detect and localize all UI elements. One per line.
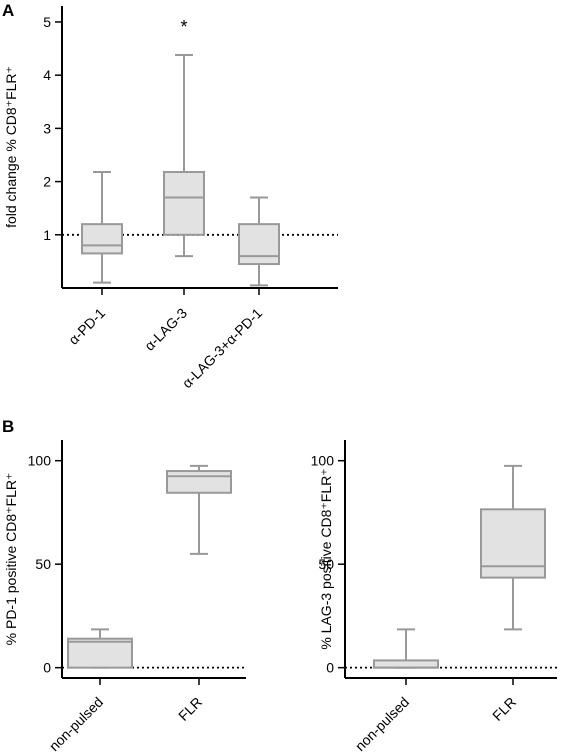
y-tick-label: 50 <box>35 556 51 572</box>
y-tick-label: 2 <box>43 174 51 190</box>
y-axis-title: % LAG-3 positive CD8⁺FLR⁺ <box>318 468 334 649</box>
y-tick-label: 100 <box>28 453 52 469</box>
y-tick-label: 50 <box>318 556 334 572</box>
y-tick-label: 3 <box>43 120 51 136</box>
x-tick-label: FLR <box>489 694 519 724</box>
box-1 <box>373 628 439 669</box>
y-tick-label: 4 <box>43 67 51 83</box>
y-tick-label: 0 <box>43 660 51 676</box>
chart-pd1-positive: 0 50 100 non-pulsed FLR % PD-1 positive CD8⁺F… <box>3 440 246 754</box>
y-axis-title: % PD-1 positive CD8⁺FLR⁺ <box>3 473 19 646</box>
box-1 <box>81 171 123 284</box>
iqr-box <box>67 637 133 669</box>
x-tick-label: non-pulsed <box>46 694 106 754</box>
y-tick-label: 5 <box>43 14 51 30</box>
box-3 <box>238 196 280 287</box>
iqr-box <box>163 171 205 236</box>
panel-b-label: B <box>2 417 14 436</box>
y-tick-label: 1 <box>43 227 51 243</box>
chart-fold-change: 1 2 3 4 5 α-PD-1 α-LAG-3α-LAG-3+α-PD-1 * fold ch… <box>3 6 338 391</box>
significance-marker: * <box>180 17 187 37</box>
iqr-box <box>238 223 280 266</box>
x-tick-label: FLR <box>175 694 205 724</box>
y-axis-title: fold change % CD8⁺FLR⁺ <box>3 66 19 228</box>
x-tick-label: α-PD-1 <box>65 305 108 348</box>
y-tick-label: 100 <box>311 453 335 469</box>
x-tick-label: α-LAG-3 <box>141 305 190 354</box>
iqr-box <box>81 223 123 255</box>
box-1 <box>67 628 133 669</box>
panel-a-label: A <box>2 1 14 20</box>
box-2 <box>480 464 546 631</box>
x-tick-label: non-pulsed <box>352 694 412 754</box>
box-2 <box>163 53 205 258</box>
box-2 <box>166 464 232 555</box>
iqr-box <box>373 659 439 669</box>
chart-lag3-positive: 0 50 100 non-pulsed FLR % LAG-3 positive CD8⁺… <box>311 440 557 754</box>
iqr-box <box>166 470 232 494</box>
x-tick-label: α-LAG-3+α-PD-1 <box>179 305 265 391</box>
iqr-box <box>480 508 546 579</box>
y-tick-label: 0 <box>326 660 334 676</box>
